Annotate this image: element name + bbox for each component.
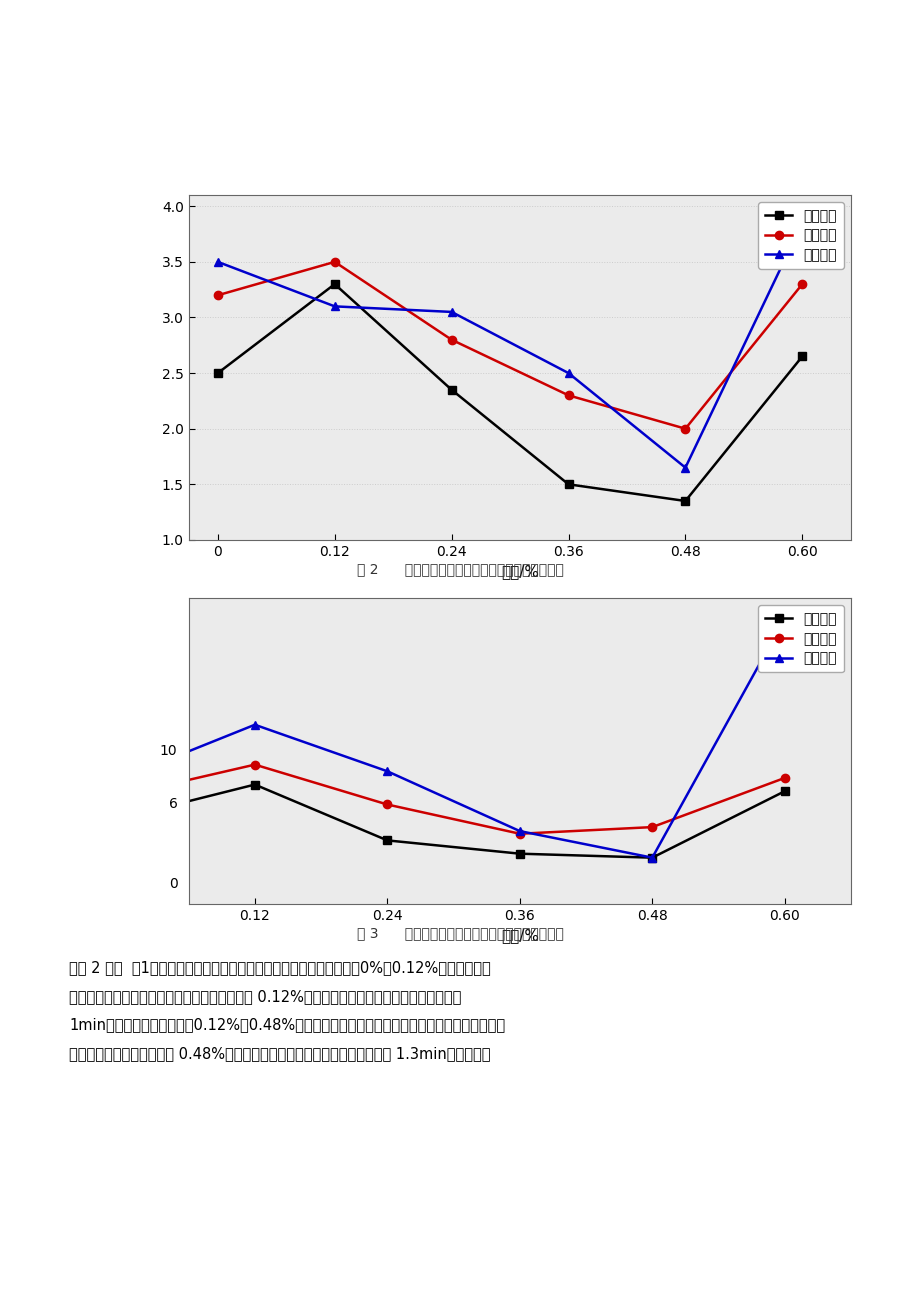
基准水泥 — [646, 850, 657, 865]
华星水泥 — [329, 254, 340, 269]
华星水泥 — [679, 422, 690, 437]
Legend: 基准水泥, 华星水泥, 西麟水泥: 基准水泥, 华星水泥, 西麟水泥 — [757, 202, 843, 269]
华星水泥 — [212, 288, 223, 303]
Text: 1min）；当氟硅酸镉掛量在0.12%～0.48%范围内时，基准水泥浆体的初凝时间比不掛氟硅酸镉者: 1min）；当氟硅酸镉掛量在0.12%～0.48%范围内时，基准水泥浆体的初凝时… — [69, 1017, 505, 1033]
西麟水泥 — [646, 850, 657, 865]
西麟水泥 — [562, 366, 573, 381]
Line: 华星水泥: 华星水泥 — [213, 258, 806, 433]
基准水泥 — [117, 811, 128, 826]
基准水泥 — [778, 783, 789, 799]
Line: 基准水泥: 基准水泥 — [118, 781, 789, 861]
西麟水泥 — [514, 824, 525, 839]
西麟水泥 — [212, 254, 223, 269]
华星水泥 — [514, 826, 525, 842]
基准水泥 — [249, 777, 260, 792]
西麟水泥 — [679, 459, 690, 475]
基准水泥 — [381, 833, 392, 848]
华星水泥 — [117, 787, 128, 803]
Text: 基准水泥浆体的初凝有一定延缓作用，在掛量为 0.12%时延缓效果最明显（使初凝时间延长了近: 基准水泥浆体的初凝有一定延缓作用，在掛量为 0.12%时延缓效果最明显（使初凝时… — [69, 989, 460, 1004]
西麟水泥 — [778, 610, 789, 626]
基准水泥 — [679, 493, 690, 509]
基准水泥 — [514, 846, 525, 861]
基准水泥 — [329, 276, 340, 291]
Text: 有明显缩短现象，在掛量为 0.48%时缩短效果最为明显（使初凝时间缩短了近 1.3min）；而当氟: 有明显缩短现象，在掛量为 0.48%时缩短效果最为明显（使初凝时间缩短了近 1.… — [69, 1046, 490, 1062]
华星水泥 — [381, 796, 392, 812]
华星水泥 — [778, 770, 789, 786]
Line: 西麟水泥: 西麟水泥 — [118, 614, 789, 861]
基准水泥 — [446, 382, 457, 398]
华星水泥 — [646, 820, 657, 835]
Text: 图 3      氟硅酸镉掛量对水泥架体终凝结时间的影响: 图 3 氟硅酸镉掛量对水泥架体终凝结时间的影响 — [357, 926, 562, 941]
Text: 由图 2 可知  （1）作为硫酸铝型速凝剂的组分之一，当氟硅酸镉掛量在0%～0.12%范围内时，对: 由图 2 可知 （1）作为硫酸铝型速凝剂的组分之一，当氟硅酸镉掛量在0%～0.1… — [69, 960, 490, 976]
华星水泥 — [249, 757, 260, 773]
Legend: 基准水泥, 华星水泥, 西麟水泥: 基准水泥, 华星水泥, 西麟水泥 — [757, 605, 843, 673]
西麟水泥 — [117, 770, 128, 786]
西麟水泥 — [249, 717, 260, 732]
西麟水泥 — [329, 298, 340, 314]
基准水泥 — [796, 349, 807, 364]
Line: 基准水泥: 基准水泥 — [213, 280, 806, 505]
华星水泥 — [562, 388, 573, 403]
Line: 西麟水泥: 西麟水泥 — [213, 219, 806, 472]
华星水泥 — [796, 276, 807, 291]
西麟水泥 — [796, 215, 807, 230]
Text: 6: 6 — [168, 798, 177, 812]
华星水泥 — [446, 332, 457, 347]
X-axis label: 掛量/%: 掛量/% — [500, 565, 539, 579]
Text: 0: 0 — [168, 877, 177, 891]
基准水泥 — [212, 366, 223, 381]
X-axis label: 掛量/%: 掛量/% — [500, 929, 539, 943]
Text: 图 2      氟硅酸镉掛量对水泥浆体初凝结时间的影响: 图 2 氟硅酸镉掛量对水泥浆体初凝结时间的影响 — [357, 562, 562, 576]
西麟水泥 — [381, 764, 392, 779]
Line: 华星水泥: 华星水泥 — [118, 761, 789, 838]
基准水泥 — [562, 476, 573, 492]
西麟水泥 — [446, 304, 457, 320]
Text: 10: 10 — [160, 744, 177, 758]
